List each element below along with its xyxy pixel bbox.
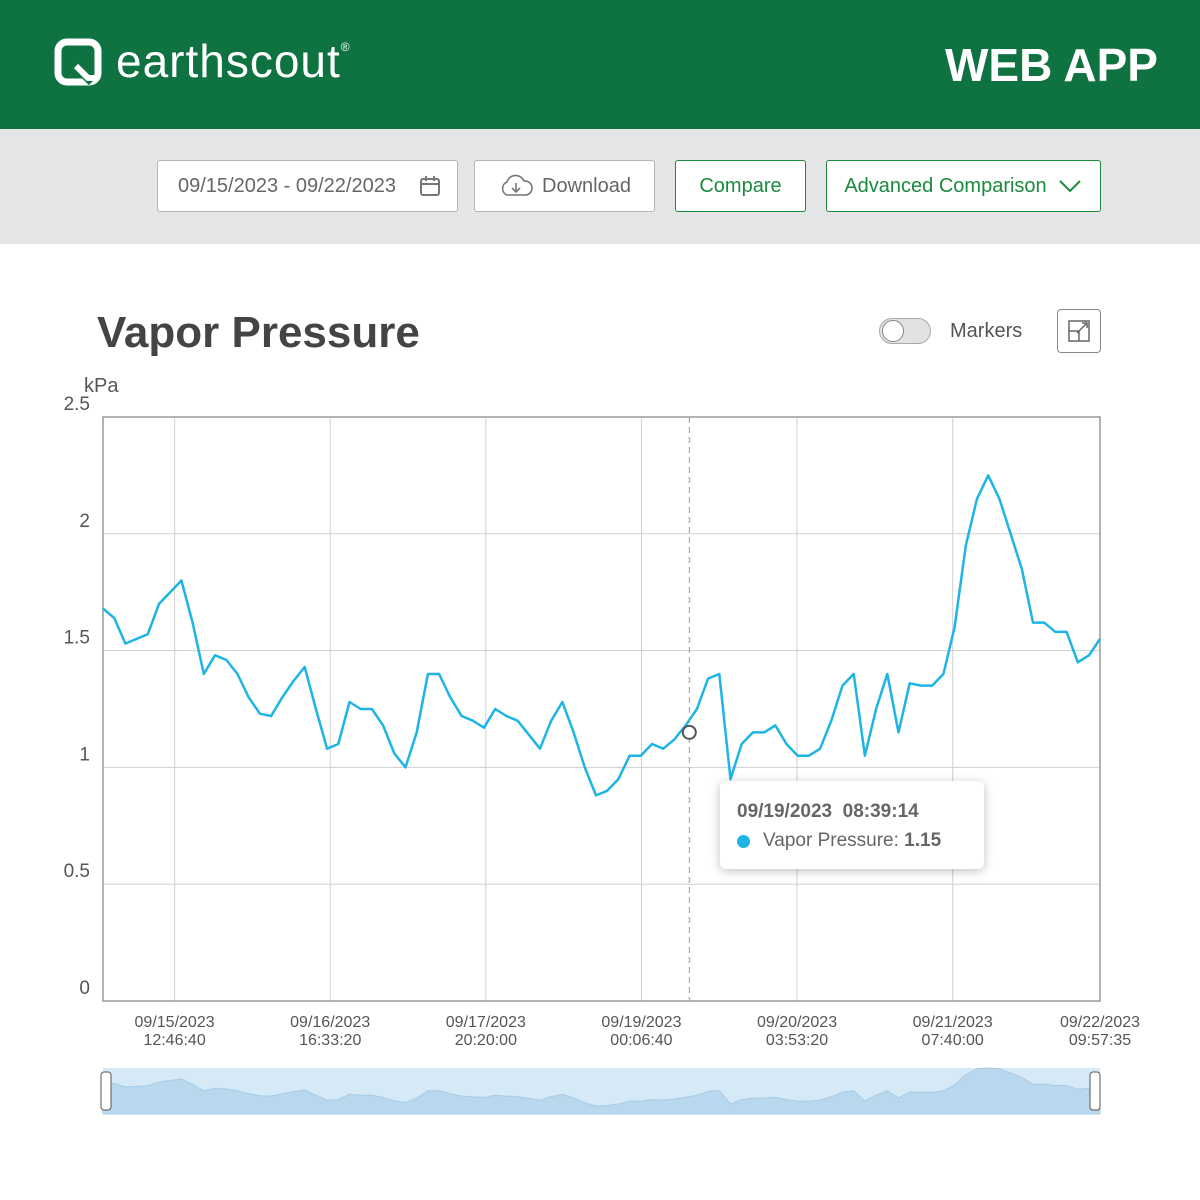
product: WEB APP bbox=[945, 39, 1158, 91]
markers-toggle[interactable] bbox=[879, 318, 931, 344]
navigator-handle[interactable] bbox=[1089, 1071, 1101, 1111]
chevron bbox=[1058, 180, 1081, 193]
x-tick-label: 09/19/2023 00:06:40 bbox=[601, 1014, 682, 1049]
y-axis-label: kPa bbox=[84, 375, 119, 397]
expand-button[interactable] bbox=[1057, 309, 1101, 353]
tooltip-time: 09/19/2023 08:39:14 bbox=[737, 801, 919, 822]
x-tick-label: 09/21/2023 07:40:00 bbox=[912, 1014, 993, 1049]
expand-icon bbox=[1068, 320, 1090, 342]
y-tick-label: 2 bbox=[79, 511, 90, 532]
x-tick-label: 09/16/2023 16:33:20 bbox=[290, 1014, 371, 1049]
toggle-knob bbox=[882, 320, 904, 342]
x-tick-label: 09/15/2023 12:46:40 bbox=[134, 1014, 215, 1049]
x-tick-label: 09/17/2023 20:20:00 bbox=[445, 1014, 526, 1049]
compare-text: Compare bbox=[699, 174, 782, 197]
download-text: Download bbox=[542, 174, 631, 197]
logo-icon bbox=[54, 38, 102, 86]
tooltip-label: Vapor Pressure: bbox=[763, 830, 899, 851]
y-tick-label: 2.5 bbox=[64, 394, 90, 415]
hover-point bbox=[681, 724, 697, 740]
navigator-handle[interactable] bbox=[100, 1071, 112, 1111]
header: earthscout® WEB APP bbox=[0, 0, 1200, 129]
tooltip-value: 1.15 bbox=[904, 830, 942, 851]
data-line bbox=[102, 474, 1102, 797]
tooltip-row: Vapor Pressure: 1.15 bbox=[763, 830, 941, 852]
download-button[interactable]: Download bbox=[474, 160, 655, 212]
tooltip: 09/19/2023 08:39:14 Vapor Pressure: 1.15 bbox=[720, 781, 984, 869]
cloud-icon bbox=[501, 174, 533, 196]
y-tick-label: 1.5 bbox=[64, 628, 90, 649]
x-tick-label: 09/22/2023 09:57:35 bbox=[1059, 1014, 1141, 1049]
x-tick-label: 09/20/2023 03:53:20 bbox=[757, 1014, 838, 1049]
registered: ® bbox=[340, 40, 351, 54]
chart: 0 0.5 1 1.5 2 2.5 bbox=[64, 394, 1102, 1115]
date-range[interactable]: 09/15/2023 - 09/22/2023 bbox=[157, 160, 458, 212]
advanced-comparison-button[interactable]: Advanced Comparison bbox=[826, 160, 1101, 212]
markers-label: Markers bbox=[950, 320, 1023, 342]
calendar-icon bbox=[420, 176, 440, 196]
plot-area bbox=[103, 417, 1100, 1001]
compare-button[interactable]: Compare bbox=[675, 160, 806, 212]
brand: earthscout® bbox=[116, 34, 351, 88]
navigator-area bbox=[102, 1067, 1101, 1115]
advanced-text: Advanced Comparison bbox=[844, 174, 1047, 197]
brand-name: earthscout bbox=[116, 35, 341, 87]
tooltip-dot bbox=[737, 835, 750, 848]
y-tick-label: 1 bbox=[79, 744, 90, 765]
y-tick-label: 0 bbox=[79, 978, 90, 999]
y-tick-label: 0.5 bbox=[64, 861, 90, 882]
plot-border bbox=[102, 416, 1101, 1002]
chart-title: Vapor Pressure bbox=[97, 308, 420, 357]
date-range-text: 09/15/2023 - 09/22/2023 bbox=[178, 174, 396, 197]
